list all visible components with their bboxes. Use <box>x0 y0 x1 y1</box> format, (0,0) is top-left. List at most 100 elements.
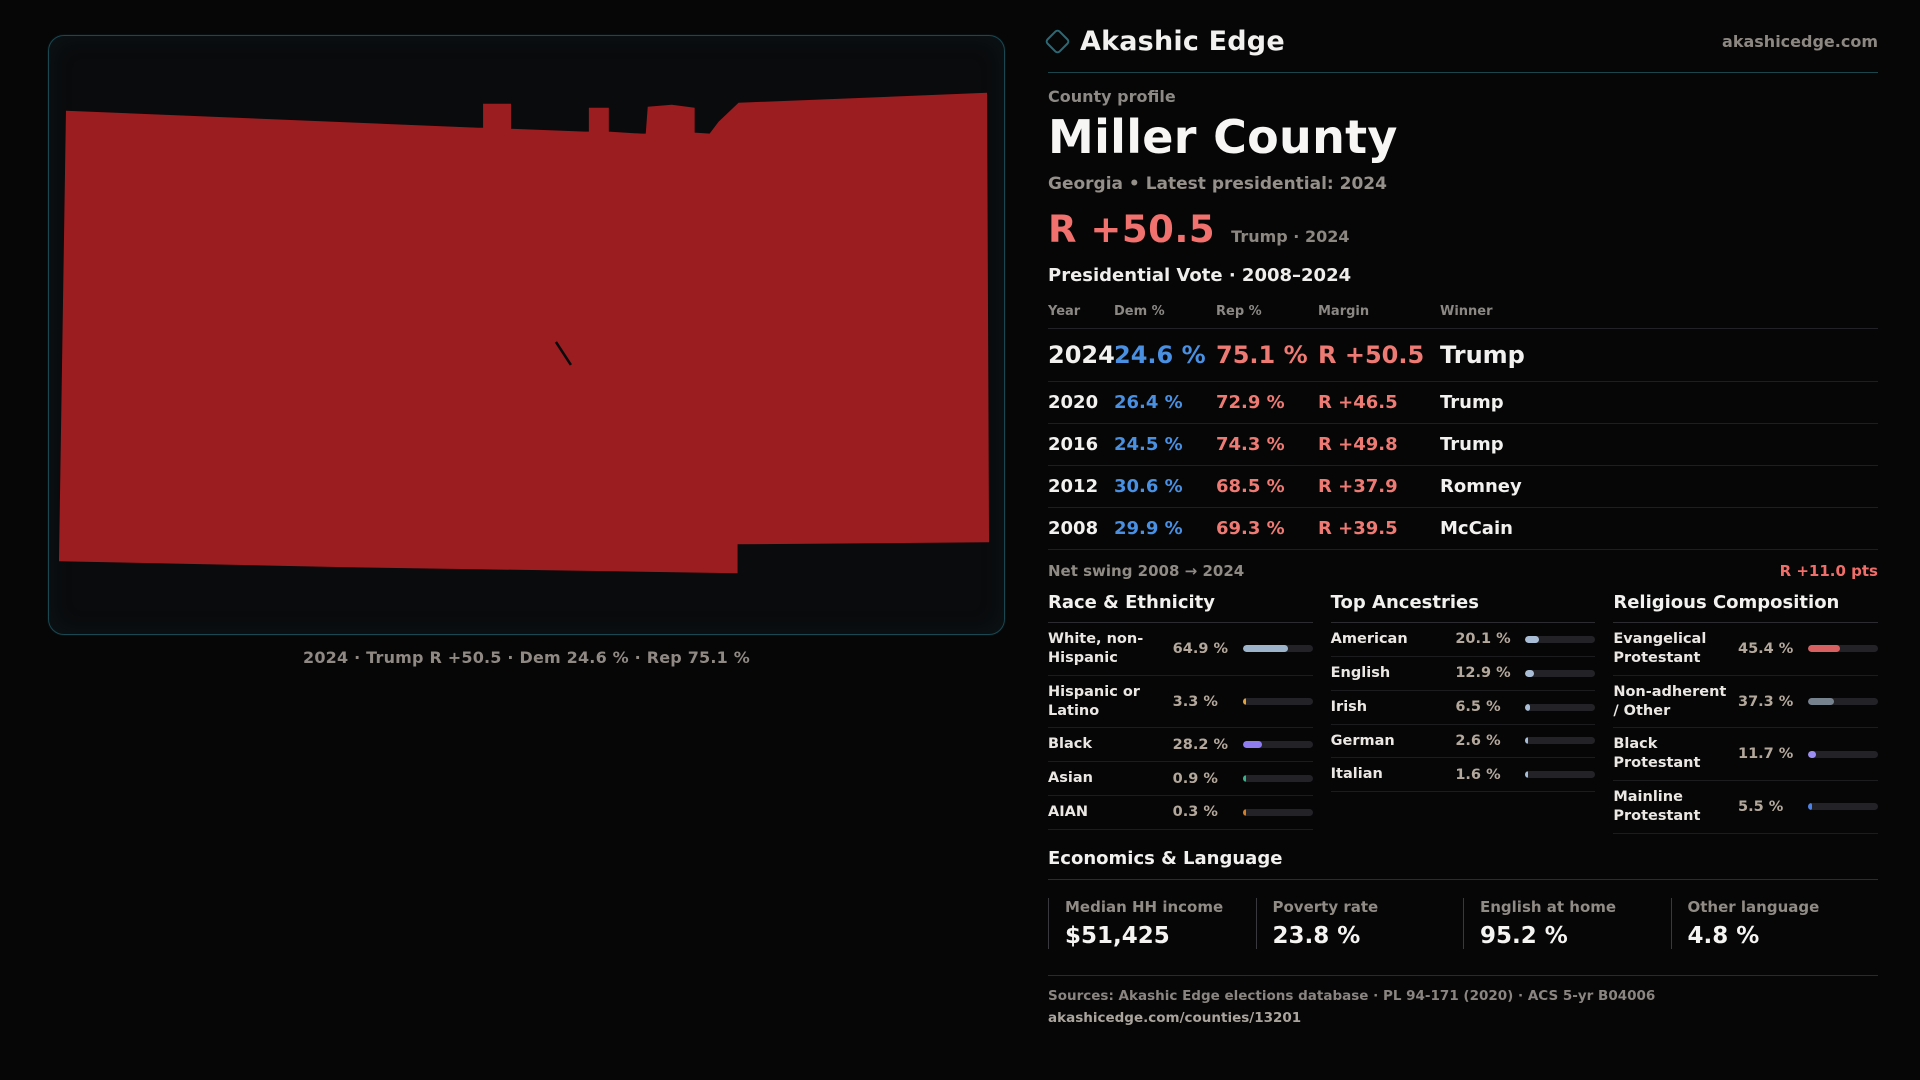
bar-fill <box>1242 741 1263 749</box>
header: Akashic Edge akashicedge.com <box>1044 26 1878 73</box>
demo-row: Irish 6.5 % <box>1330 691 1596 725</box>
year-cell: 2020 <box>1048 392 1099 413</box>
dem-cell: 29.9 % <box>1114 518 1183 539</box>
demo-value: 45.4 % <box>1737 640 1794 657</box>
bar-track <box>1242 808 1313 816</box>
bar-fill <box>1242 775 1246 783</box>
bar-track <box>1242 698 1313 706</box>
margin-cell: R +37.9 <box>1318 476 1398 497</box>
demo-value: 5.5 % <box>1737 798 1784 815</box>
bar-fill <box>1807 698 1835 706</box>
bar-fill <box>1525 771 1529 779</box>
demo-label: Hispanic or Latino <box>1048 683 1140 719</box>
col-year: Year <box>1048 304 1081 319</box>
county-boundary-crack <box>554 341 572 366</box>
stat-english-at-home: English at home 95.2 % <box>1463 897 1671 949</box>
demo-row: Italian 1.6 % <box>1330 758 1596 793</box>
race-ethnicity-title: Race & Ethnicity <box>1048 592 1313 623</box>
year-cell: 2008 <box>1048 518 1099 539</box>
bar-track <box>1525 703 1596 711</box>
demo-label: White, non-Hispanic <box>1048 631 1144 666</box>
vote-row-2008: 2008 29.9 % 69.3 % R +39.5 McCain <box>1048 508 1878 550</box>
demo-label: Black <box>1048 736 1093 753</box>
subtitle: Georgia • Latest presidential: 2024 <box>1048 174 1387 194</box>
ancestries-column: Top Ancestries American 20.1 % English 1… <box>1330 592 1596 834</box>
county-map-panel <box>48 35 1005 635</box>
stat-poverty-rate: Poverty rate 23.8 % <box>1255 897 1464 949</box>
stat-label: Median HH income <box>1065 897 1224 916</box>
rep-cell: 68.5 % <box>1216 476 1285 497</box>
demo-value: 1.6 % <box>1455 766 1501 783</box>
demo-row: American 20.1 % <box>1330 623 1596 657</box>
footer-sources: Sources: Akashic Edge elections database… <box>1048 987 1656 1004</box>
demo-label: Irish <box>1330 698 1368 715</box>
winner-cell: Romney <box>1440 476 1522 497</box>
col-margin: Margin <box>1318 304 1370 319</box>
county-shape[interactable] <box>58 92 990 574</box>
demo-value: 37.3 % <box>1737 693 1794 710</box>
bar-fill <box>1242 698 1246 706</box>
demo-row: Hispanic or Latino 3.3 % <box>1048 676 1313 729</box>
demo-row: AIAN 0.3 % <box>1048 796 1313 830</box>
demographics-section: Race & Ethnicity White, non-Hispanic 64.… <box>1048 592 1878 834</box>
stat-value: $51,425 <box>1065 922 1170 949</box>
bar-track <box>1807 803 1878 811</box>
dem-cell: 24.6 % <box>1114 341 1206 369</box>
bar-track <box>1242 645 1313 653</box>
bar-fill <box>1525 737 1529 745</box>
demo-row: Black Protestant 11.7 % <box>1613 728 1878 782</box>
bar-fill <box>1525 703 1530 711</box>
ancestries-title: Top Ancestries <box>1330 592 1596 623</box>
bar-track <box>1525 771 1596 779</box>
winner-cell: Trump <box>1440 392 1504 413</box>
stat-value: 23.8 % <box>1272 922 1361 949</box>
col-winner: Winner <box>1440 304 1493 319</box>
dem-cell: 30.6 % <box>1114 476 1183 497</box>
net-swing-label: Net swing 2008 → 2024 <box>1048 562 1245 580</box>
margin-cell: R +46.5 <box>1318 392 1398 413</box>
footer-permalink[interactable]: akashicedge.com/counties/13201 <box>1048 1009 1302 1026</box>
county-map <box>58 92 990 574</box>
demo-value: 0.3 % <box>1172 804 1218 821</box>
demo-value: 3.3 % <box>1172 693 1218 710</box>
bar-track <box>1807 645 1878 653</box>
demo-label: Black Protestant <box>1613 736 1701 772</box>
bar-track <box>1525 635 1596 643</box>
stat-value: 95.2 % <box>1480 922 1568 949</box>
demo-label: Evangelical Protestant <box>1613 631 1707 666</box>
stat-label: English at home <box>1480 897 1617 916</box>
bar-track <box>1807 698 1878 706</box>
year-cell: 2012 <box>1048 476 1099 497</box>
year-cell: 2024 <box>1048 341 1115 369</box>
bar-fill <box>1525 635 1540 643</box>
economics-stats: Median HH income $51,425 Poverty rate 23… <box>1048 897 1879 949</box>
margin-cell: R +50.5 <box>1318 341 1425 369</box>
stat-label: Other language <box>1687 897 1820 916</box>
rep-cell: 69.3 % <box>1216 518 1285 539</box>
demo-label: Non-adherent / Other <box>1613 683 1727 719</box>
footer: Sources: Akashic Edge elections database… <box>1048 974 1878 1026</box>
rep-cell: 75.1 % <box>1216 341 1308 369</box>
demo-row: Mainline Protestant 5.5 % <box>1613 781 1878 834</box>
col-rep: Rep % <box>1216 304 1262 319</box>
demo-row: English 12.9 % <box>1330 657 1596 691</box>
county-profile-panel: Akashic Edge akashicedge.com County prof… <box>1044 26 1879 1026</box>
winner-cell: McCain <box>1440 518 1513 539</box>
stat-other-language: Other language 4.8 % <box>1670 897 1879 949</box>
stat-value: 4.8 % <box>1687 922 1760 949</box>
demo-value: 2.6 % <box>1455 732 1501 749</box>
brand-name: Akashic Edge <box>1080 26 1285 57</box>
winner-cell: Trump <box>1440 434 1504 455</box>
rep-cell: 72.9 % <box>1216 392 1285 413</box>
bar-fill <box>1807 803 1812 811</box>
kicker: County profile <box>1048 87 1176 106</box>
stat-median-income: Median HH income $51,425 <box>1048 897 1256 949</box>
brand-domain-link[interactable]: akashicedge.com <box>1722 32 1878 51</box>
demo-value: 64.9 % <box>1172 640 1229 657</box>
bar-track <box>1525 669 1596 677</box>
religion-column: Religious Composition Evangelical Protes… <box>1613 592 1878 834</box>
demo-value: 20.1 % <box>1455 631 1511 648</box>
bar-fill <box>1242 645 1289 653</box>
vote-table-title: Presidential Vote · 2008–2024 <box>1048 265 1352 286</box>
vote-table-header: Year Dem % Rep % Margin Winner <box>1048 296 1878 329</box>
